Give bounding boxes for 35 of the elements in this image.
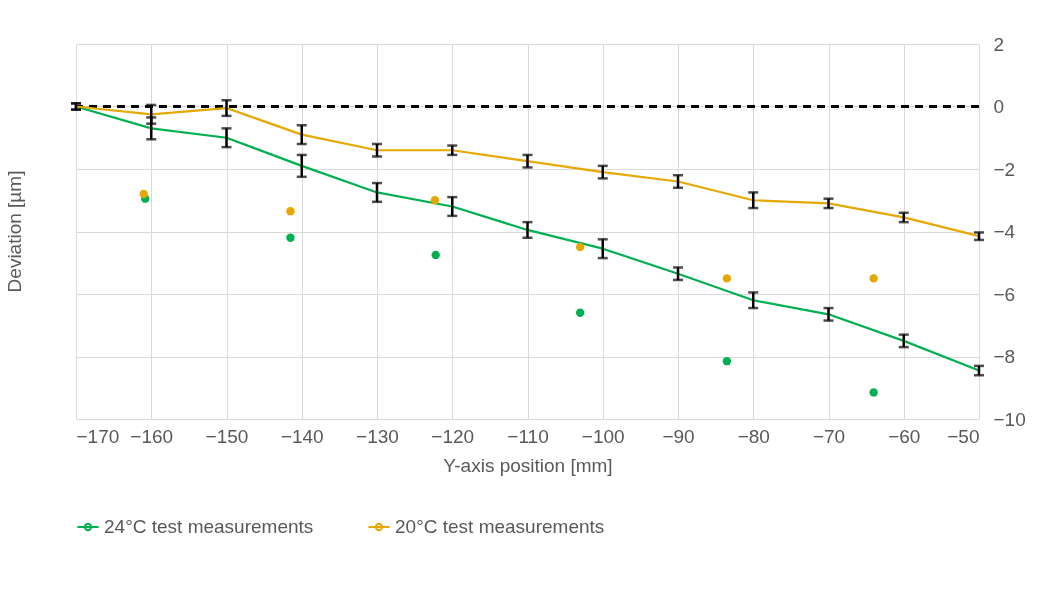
y-tick-label: 2 (993, 33, 1005, 55)
x-tick-label: −50 (947, 425, 980, 447)
x-tick-label: −170 (76, 425, 120, 447)
x-tick-label: −60 (888, 425, 921, 447)
x-tick-label: −120 (431, 425, 475, 447)
x-axis-title: Y-axis position [mm] (443, 454, 613, 476)
x-tick-label: −110 (507, 425, 549, 447)
y-tick-label: −8 (993, 346, 1016, 367)
point (430, 196, 440, 205)
x-tick-label: −100 (581, 425, 625, 447)
y-axis-title: Deviation [µm] (3, 170, 25, 293)
x-tick-label: −130 (356, 425, 399, 447)
y-tick-label: −4 (993, 221, 1016, 242)
x-tick-label: −70 (812, 425, 846, 447)
x-tick-label: −160 (130, 425, 174, 447)
point (722, 357, 732, 366)
x-tick-label: −80 (737, 425, 770, 447)
point (139, 189, 148, 199)
y-tick-label: 0 (993, 96, 1005, 117)
point (286, 207, 295, 216)
y-tick-label: −10 (993, 408, 1026, 430)
legend-label: 24°C test measurements (104, 516, 314, 537)
point (869, 274, 878, 283)
point (869, 388, 878, 397)
y-tick-label: −2 (993, 158, 1016, 180)
x-tick-label: −140 (280, 425, 324, 447)
legend-label: 20°C test measurements (395, 516, 605, 537)
point (722, 274, 732, 283)
point (286, 233, 295, 242)
point (575, 242, 585, 252)
y-tick-label: −6 (993, 283, 1016, 305)
x-tick-label: −90 (662, 425, 695, 447)
point (431, 250, 440, 260)
x-tick-label: −150 (205, 425, 249, 447)
point (575, 308, 585, 317)
